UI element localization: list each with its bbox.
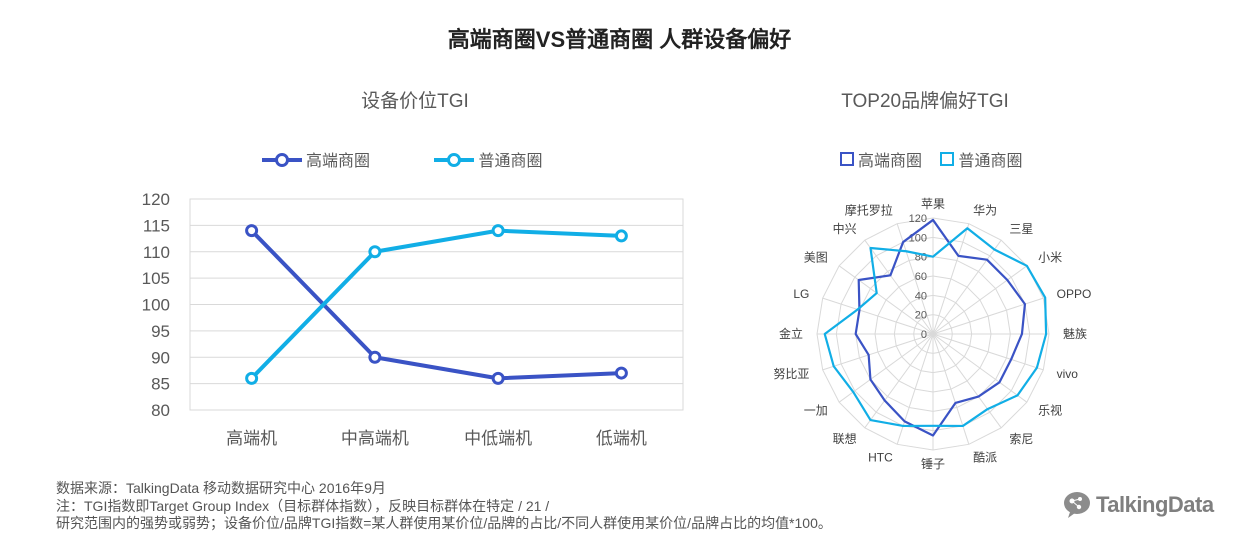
- radar-axis-label: 中兴: [833, 221, 857, 236]
- radar-spoke: [932, 223, 970, 335]
- r-tick-label: 40: [915, 290, 927, 302]
- data-point: [614, 229, 628, 243]
- line-chart-title: 设备价位TGI: [361, 91, 469, 112]
- radar-spoke: [932, 239, 1002, 335]
- data-point: [368, 350, 382, 364]
- legend-label: 高端商圈: [858, 153, 923, 170]
- legend-square-icon: [940, 152, 955, 166]
- data-point: [491, 224, 505, 238]
- data-point: [491, 371, 505, 385]
- brand-logo: TalkingData: [1062, 490, 1214, 520]
- data-point: [614, 366, 628, 380]
- radar-spoke: [864, 333, 934, 429]
- radar-axis-label: 酷派: [973, 451, 997, 465]
- y-tick-label: 95: [151, 322, 170, 341]
- footer-note-cont: 研究范围内的强势或弱势；设备价位/品牌TGI指数=某人群使用某价位/品牌的占比/…: [56, 515, 832, 531]
- y-tick-label: 100: [142, 296, 170, 315]
- radar-axis-label: 联想: [833, 431, 857, 446]
- x-tick-label: 中低端机: [464, 429, 532, 448]
- radar-axis-label: 三星: [1009, 222, 1033, 236]
- series-line-2: [250, 228, 622, 380]
- radar-spoke: [932, 265, 1028, 335]
- line-chart: 80 85 90 95 100 105 110 115 120 高端机 中高端机 中低端机 低端机: [142, 190, 684, 448]
- footer-source: 数据来源：TalkingData 移动数据研究中心 2016年9月: [56, 480, 386, 496]
- radar-axis-label: 华为: [973, 203, 997, 217]
- radar-axis-label: OPPO: [1057, 287, 1092, 301]
- radar-series-2: [823, 227, 1048, 428]
- radar-spoke: [864, 239, 934, 335]
- legend-line-icon: [262, 152, 302, 167]
- radar-axis-label: 努比亚: [773, 366, 809, 381]
- y-tick-label: 115: [143, 216, 170, 235]
- y-tick-label: 90: [151, 348, 170, 367]
- radar-series-1: [854, 218, 1027, 437]
- y-tick-label: 85: [151, 375, 170, 394]
- data-point: [245, 224, 259, 238]
- radar-spoke: [822, 297, 934, 335]
- footer-note: 注：TGI指数即Target Group Index（目标群体指数），反映目标群…: [56, 497, 550, 514]
- y-tick-label: 105: [142, 269, 170, 288]
- legend-item-normal: 普通商圈: [434, 147, 542, 171]
- radar-axis-label: 索尼: [1009, 432, 1033, 446]
- r-tick-label: 0: [921, 329, 927, 341]
- x-tick-label: 高端机: [226, 429, 277, 448]
- r-tick-label: 100: [909, 232, 927, 244]
- series-line-1: [250, 229, 622, 381]
- y-tick-label: 80: [151, 401, 170, 420]
- x-tick-label: 中高端机: [341, 429, 409, 448]
- r-tick-label: 120: [909, 213, 927, 225]
- radar-axis-label: 乐视: [1038, 402, 1062, 417]
- radar-legend: 高端商圈 普通商圈: [840, 147, 1022, 171]
- radar-axis-label: 苹果: [921, 197, 945, 211]
- line-legend: 高端商圈 普通商圈: [262, 147, 542, 171]
- y-tick-label: 120: [142, 190, 170, 209]
- radar-axis-label: 魅族: [1063, 326, 1087, 341]
- data-point: [245, 371, 259, 385]
- legend-label: 高端商圈: [306, 153, 371, 170]
- radar-spoke: [932, 333, 1028, 403]
- radar-spoke: [838, 333, 934, 403]
- radar-axis-label: 摩托罗拉: [845, 202, 893, 217]
- radar-spoke: [838, 265, 934, 335]
- r-tick-label: 20: [915, 310, 927, 322]
- y-tick-label: 110: [143, 243, 170, 262]
- logo-text: TalkingData: [1096, 492, 1214, 517]
- radar-axis-label: 一加: [804, 403, 828, 417]
- legend-square-icon: [840, 152, 854, 166]
- legend-label: 普通商圈: [478, 153, 543, 170]
- radar-axis-label: 小米: [1038, 251, 1062, 265]
- legend-label: 普通商圈: [958, 153, 1023, 170]
- logo-icon: [1064, 492, 1090, 518]
- r-tick-label: 60: [915, 271, 927, 283]
- legend-item-high: 高端商圈: [840, 147, 922, 171]
- footer-notes: 数据来源：TalkingData 移动数据研究中心 2016年9月 注：TGI指…: [56, 480, 832, 533]
- radar-axis-label: LG: [793, 287, 809, 301]
- radar-axis-label: 美图: [804, 251, 828, 265]
- data-point: [368, 245, 382, 259]
- legend-item-normal: 普通商圈: [940, 147, 1022, 171]
- radar-axis-label: HTC: [868, 451, 893, 465]
- radar-spoke: [932, 333, 1044, 371]
- radar-axis-label: 金立: [779, 326, 803, 341]
- legend-line-icon: [434, 152, 475, 167]
- radar-spoke: [932, 333, 1002, 429]
- radar-chart-title: TOP20品牌偏好TGI: [841, 91, 1009, 112]
- page-title: 高端商圈VS普通商圈 人群设备偏好: [447, 27, 792, 52]
- radar-axis-label: 锤子: [921, 456, 945, 471]
- radar-spoke: [822, 333, 934, 371]
- x-tick-label: 低端机: [596, 429, 647, 448]
- legend-item-high: 高端商圈: [262, 147, 370, 171]
- radar-axis-label: vivo: [1057, 367, 1079, 381]
